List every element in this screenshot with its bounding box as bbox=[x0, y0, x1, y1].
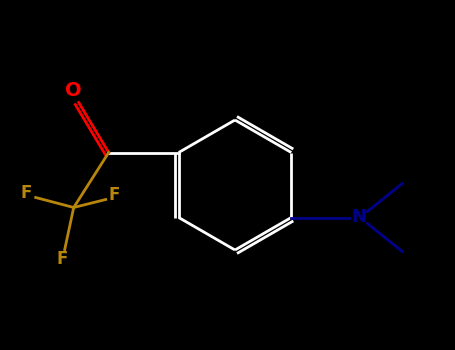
Text: F: F bbox=[108, 187, 119, 204]
Text: F: F bbox=[20, 183, 31, 202]
Text: F: F bbox=[56, 251, 67, 268]
Text: N: N bbox=[352, 209, 367, 226]
Text: O: O bbox=[66, 81, 82, 100]
